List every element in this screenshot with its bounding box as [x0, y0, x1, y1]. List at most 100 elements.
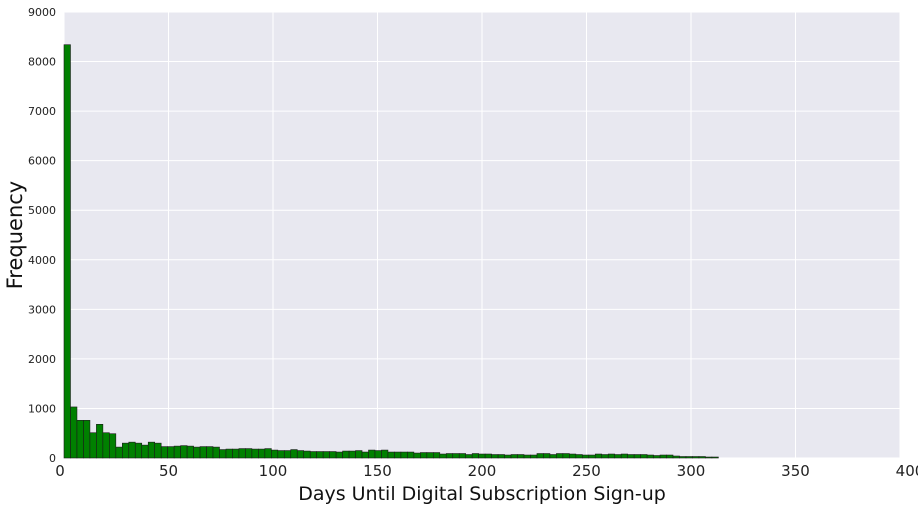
- histogram-bar: [303, 450, 311, 459]
- histogram-bar: [193, 446, 201, 459]
- histogram-bar: [549, 454, 557, 459]
- histogram-bar: [154, 442, 162, 459]
- histogram-bar: [491, 454, 499, 459]
- histogram-bar: [569, 453, 577, 459]
- histogram-bar: [620, 453, 628, 459]
- histogram-bar: [271, 449, 279, 459]
- histogram-bar: [452, 453, 460, 459]
- histogram-bar: [115, 446, 123, 459]
- histogram-bar: [588, 454, 596, 459]
- histogram-bar: [225, 448, 233, 459]
- histogram-bar: [562, 453, 570, 459]
- histogram-bar: [322, 451, 330, 459]
- histogram-bar: [433, 452, 441, 459]
- x-tick-label: 150: [363, 462, 392, 480]
- histogram-bar: [614, 454, 622, 459]
- histogram-bar: [89, 432, 97, 459]
- histogram-bar: [316, 451, 324, 459]
- histogram-bar: [232, 448, 240, 459]
- histogram-bar: [258, 448, 266, 459]
- histogram-bar: [102, 432, 110, 459]
- y-tick-label: 4000: [28, 254, 56, 267]
- x-tick-label: 200: [468, 462, 497, 480]
- x-tick-label: 350: [781, 462, 810, 480]
- histogram-bar: [245, 448, 253, 459]
- histogram-bar: [368, 449, 376, 459]
- histogram-bar: [186, 445, 194, 459]
- y-tick-label: 2000: [28, 353, 56, 366]
- histogram-bar: [348, 450, 356, 459]
- histogram-bar: [381, 449, 389, 459]
- x-axis-label: Days Until Digital Subscription Sign-up: [298, 483, 666, 505]
- histogram-bar: [134, 442, 143, 459]
- histogram-bar: [666, 454, 674, 459]
- histogram-bar: [342, 450, 350, 459]
- histogram-bar: [633, 454, 641, 459]
- histogram-bar: [70, 406, 78, 459]
- histogram-bar: [251, 448, 259, 459]
- histogram-bar: [374, 450, 382, 459]
- histogram-bar: [705, 456, 713, 459]
- histogram-bar: [63, 44, 71, 459]
- histogram-bar: [465, 454, 473, 459]
- y-tick-label: 1000: [28, 402, 56, 415]
- y-axis-label: Frequency: [3, 181, 27, 290]
- histogram-bar: [219, 449, 227, 459]
- histogram-bar: [167, 446, 175, 459]
- x-tick-label: 300: [677, 462, 706, 480]
- histogram-bar: [445, 453, 454, 459]
- histogram-bar: [83, 420, 91, 459]
- histogram-bar: [141, 444, 149, 459]
- histogram-bar: [147, 441, 156, 459]
- histogram-bar: [484, 453, 492, 459]
- histogram-bar: [413, 452, 421, 459]
- histogram-bar: [76, 420, 84, 459]
- histogram-bar: [471, 453, 479, 459]
- histogram-bar: [394, 451, 402, 459]
- histogram-bar: [283, 450, 292, 459]
- histogram-bar: [426, 452, 434, 459]
- histogram-bar: [478, 453, 486, 459]
- histogram-bar: [601, 454, 609, 459]
- y-tick-label: 3000: [28, 303, 56, 316]
- y-tick-label: 0: [49, 452, 56, 465]
- histogram-bar: [212, 446, 220, 459]
- histogram-bar: [335, 451, 343, 459]
- histogram-bar: [698, 456, 706, 459]
- histogram-bar: [530, 454, 538, 459]
- histogram-bar: [556, 453, 564, 459]
- histogram-bar: [517, 454, 525, 459]
- histogram-bar: [296, 450, 305, 459]
- histogram-bar: [510, 454, 518, 459]
- y-tick-labels: 0 1000 2000 3000 4000 5000 6000 7000 8000 9000: [28, 6, 56, 465]
- histogram-bar: [672, 455, 680, 459]
- histogram-bar: [607, 453, 616, 459]
- histogram-bar: [264, 448, 272, 459]
- x-tick-label: 250: [572, 462, 601, 480]
- histogram-bar: [497, 454, 505, 459]
- histogram-bar: [659, 454, 667, 459]
- histogram-bar: [160, 446, 168, 459]
- histogram-bar: [594, 453, 603, 459]
- histogram-bar: [400, 451, 408, 459]
- histogram-bar: [277, 450, 285, 459]
- histogram-bars: [63, 44, 719, 459]
- y-tick-label: 9000: [28, 6, 56, 19]
- histogram-bar: [575, 454, 583, 459]
- histogram-bar: [523, 454, 531, 459]
- histogram-bar: [387, 451, 395, 459]
- histogram-bar: [206, 446, 214, 459]
- histogram-bar: [646, 454, 654, 459]
- histogram-bar: [96, 424, 104, 459]
- x-tick-label: 50: [159, 462, 178, 480]
- histogram-bar: [685, 456, 693, 459]
- histogram-bar: [679, 456, 687, 459]
- histogram-bar: [420, 452, 428, 459]
- histogram-bar: [309, 451, 317, 459]
- histogram-bar: [711, 456, 719, 459]
- y-tick-label: 6000: [28, 155, 56, 168]
- histogram-bar: [180, 445, 188, 459]
- histogram-bar: [109, 433, 117, 459]
- histogram-bar: [458, 453, 466, 459]
